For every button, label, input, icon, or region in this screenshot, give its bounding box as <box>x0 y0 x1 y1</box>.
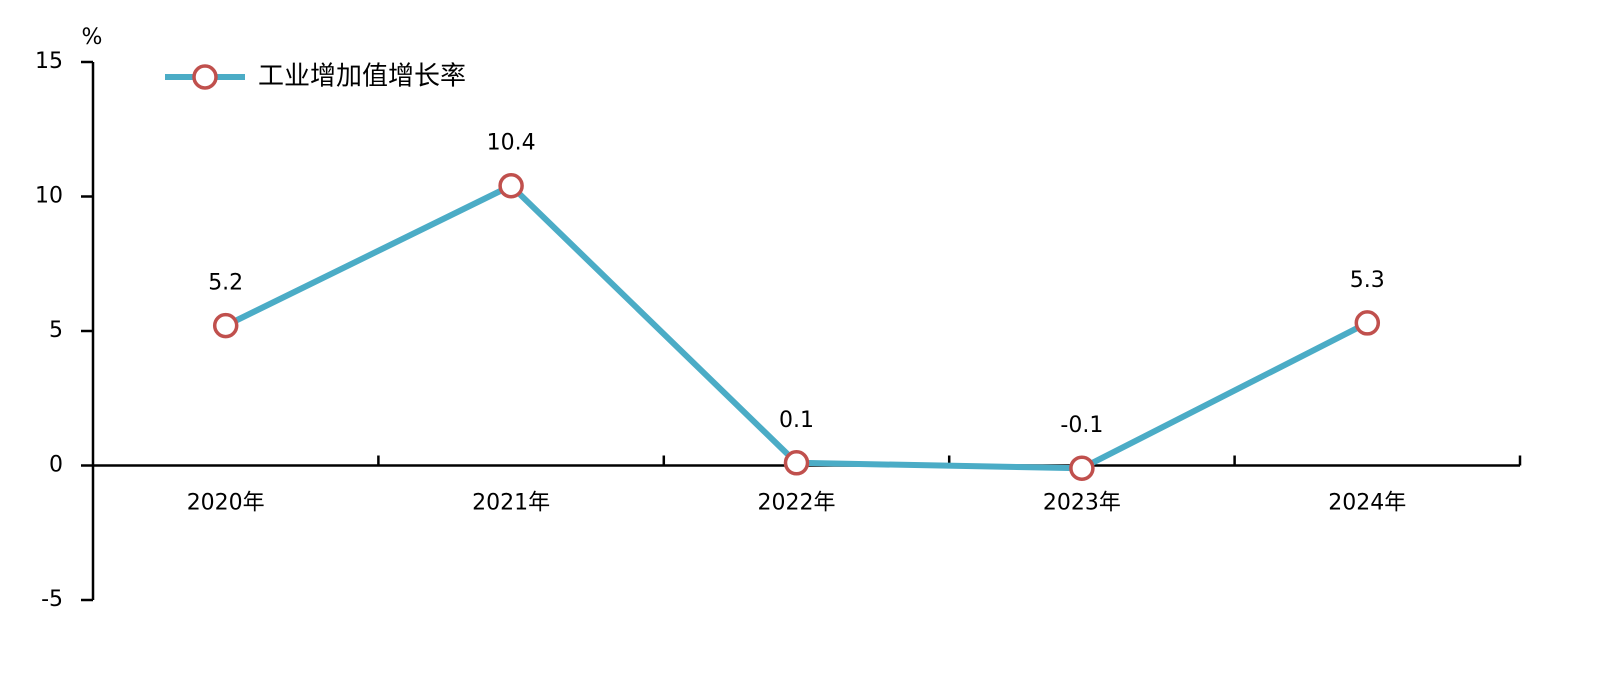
data-point <box>783 450 810 476</box>
data-point <box>1354 310 1381 336</box>
legend-label: 工业增加值增长率 <box>258 62 466 92</box>
y-tick-label: -5 <box>41 587 63 612</box>
data-label: 0.1 <box>779 408 814 433</box>
data-label: 5.3 <box>1350 268 1385 293</box>
y-tick-label: 5 <box>49 318 63 343</box>
legend-marker <box>192 64 218 90</box>
y-tick-label: 10 <box>35 184 63 209</box>
x-tick-label: 2022年 <box>758 491 836 516</box>
y-axis-unit: % <box>82 25 103 50</box>
data-label: -0.1 <box>1060 413 1103 438</box>
y-tick-label: 0 <box>49 453 63 478</box>
y-tick-label: 15 <box>35 49 63 74</box>
x-tick-label: 2021年 <box>472 491 550 516</box>
x-tick-label: 2023年 <box>1043 491 1121 516</box>
data-point <box>498 172 524 199</box>
data-label: 5.2 <box>208 271 243 296</box>
x-tick-label: 2020年 <box>187 491 265 516</box>
x-tick-label: 2024年 <box>1328 491 1406 516</box>
data-label: 10.4 <box>487 131 536 156</box>
data-point <box>1069 455 1095 481</box>
data-point <box>212 312 239 339</box>
